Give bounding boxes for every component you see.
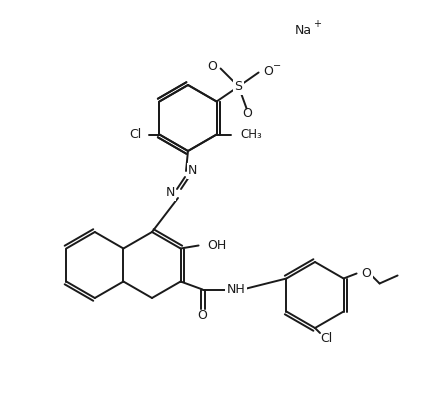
Text: Cl: Cl <box>320 332 332 345</box>
Text: N: N <box>165 187 175 199</box>
Text: +: + <box>313 19 321 29</box>
Text: O: O <box>362 267 371 280</box>
Text: OH: OH <box>208 239 227 252</box>
Text: O: O <box>362 267 371 280</box>
Text: O: O <box>208 60 218 73</box>
Text: NH: NH <box>227 283 245 296</box>
Text: N: N <box>188 164 197 178</box>
Text: O: O <box>197 309 208 322</box>
Text: Na: Na <box>295 23 312 37</box>
Text: −: − <box>273 60 281 70</box>
Text: O: O <box>243 107 252 120</box>
Text: Cl: Cl <box>129 128 141 141</box>
Text: CH₃: CH₃ <box>241 128 262 141</box>
Text: S: S <box>235 80 243 93</box>
Text: O: O <box>264 65 273 78</box>
